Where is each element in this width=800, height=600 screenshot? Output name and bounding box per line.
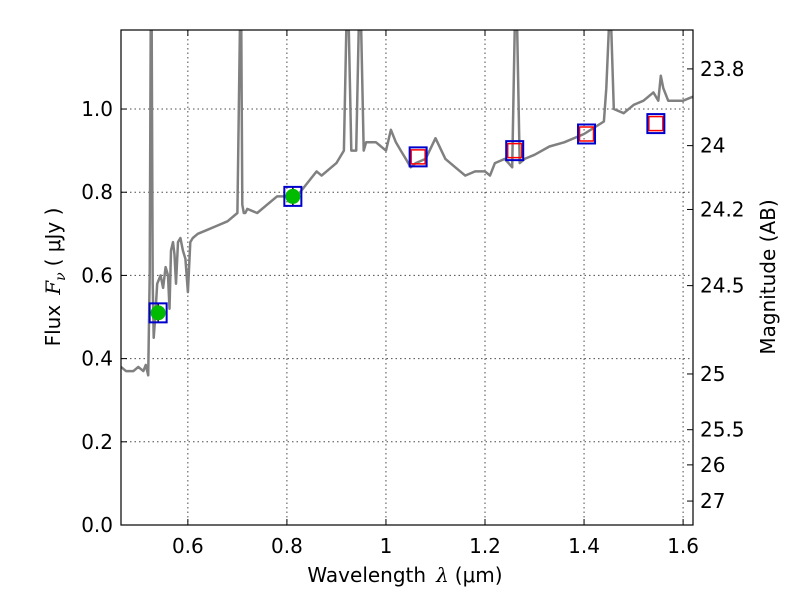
x-axis-title: Wavelength λ (μm) bbox=[307, 563, 502, 587]
model-spectrum-line bbox=[121, 30, 693, 377]
model-point bbox=[410, 149, 426, 165]
mag-tick-label: 26 bbox=[700, 453, 725, 477]
y-tick-label: 0.2 bbox=[81, 430, 113, 454]
photometry-box bbox=[408, 146, 428, 168]
x-axis-ticks: 0.6 0.8 1 1.2 1.4 1.6 bbox=[172, 30, 699, 558]
mag-tick-label: 24 bbox=[700, 134, 725, 158]
model-point bbox=[506, 142, 523, 159]
x-tick-label: 1.2 bbox=[469, 534, 501, 558]
y-tick-label: 0.6 bbox=[81, 263, 113, 287]
measured-point bbox=[285, 188, 301, 204]
y-axis-title: FluxFν( μJy ) bbox=[41, 208, 69, 347]
y-tick-label: 1.0 bbox=[81, 97, 113, 121]
x-tick-label: 0.8 bbox=[271, 534, 303, 558]
mag-tick-label: 23.8 bbox=[700, 57, 745, 81]
magnitude-axis-ticks: 23.8 24 24.2 24.5 25 25.5 26 27 bbox=[687, 57, 745, 513]
y-tick-label: 0.0 bbox=[81, 513, 113, 537]
model-point bbox=[648, 115, 664, 132]
x-tick-label: 1.4 bbox=[568, 534, 600, 558]
mag-tick-label: 25 bbox=[700, 362, 725, 386]
model-point bbox=[578, 126, 595, 142]
x-tick-label: 1.6 bbox=[667, 534, 699, 558]
mag-tick-label: 27 bbox=[700, 489, 725, 513]
plot-frame bbox=[120, 29, 694, 526]
photometry-box bbox=[148, 302, 168, 324]
mag-tick-label: 24.5 bbox=[700, 274, 745, 298]
photometry-markers bbox=[148, 113, 666, 324]
y-tick-label: 0.8 bbox=[81, 180, 113, 204]
y-tick-label: 0.4 bbox=[81, 347, 113, 371]
y-axis-ticks: 0.0 0.2 0.4 0.6 0.8 1.0 bbox=[81, 97, 127, 537]
x-tick-label: 0.6 bbox=[172, 534, 204, 558]
mag-tick-label: 25.5 bbox=[700, 418, 745, 442]
gridlines bbox=[121, 30, 693, 525]
mag-tick-label: 24.2 bbox=[700, 197, 745, 221]
photometry-box bbox=[505, 140, 525, 162]
photometry-box bbox=[283, 185, 303, 207]
measured-point bbox=[150, 305, 166, 321]
photometry-box bbox=[577, 123, 597, 145]
y2-axis-title: Magnitude (AB) bbox=[756, 199, 780, 354]
x-tick-label: 1 bbox=[380, 534, 393, 558]
photometry-box bbox=[646, 113, 666, 135]
